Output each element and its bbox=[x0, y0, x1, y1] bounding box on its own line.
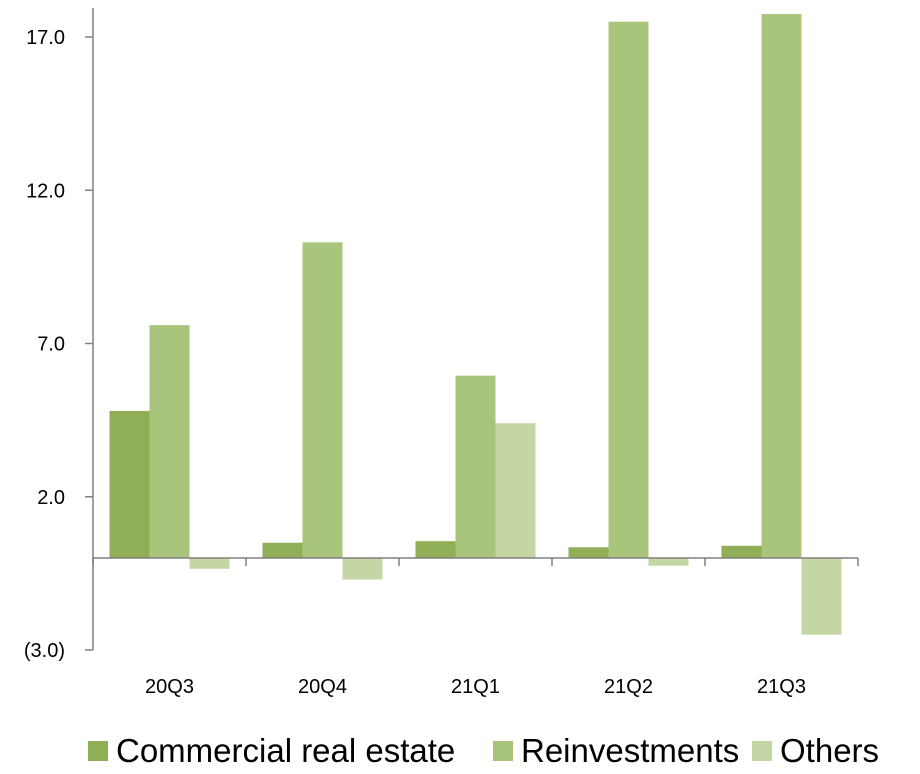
bar-others-21q1 bbox=[495, 423, 536, 559]
y-tick-label: 7.0 bbox=[37, 334, 65, 356]
legend-item-others: Others bbox=[752, 728, 879, 774]
bar-commercial-real-estate-20q3 bbox=[109, 410, 150, 559]
bar-others-21q2 bbox=[648, 558, 689, 566]
legend-swatch-commercial-real-estate bbox=[88, 741, 108, 761]
x-category-label: 21Q3 bbox=[757, 676, 806, 698]
x-category-label: 20Q3 bbox=[145, 676, 194, 698]
bar-reinvestments-20q3 bbox=[149, 325, 190, 559]
y-tick-label: (3.0) bbox=[24, 640, 65, 662]
bars bbox=[109, 14, 842, 635]
bar-reinvestments-21q3 bbox=[761, 14, 802, 559]
bar-commercial-real-estate-21q3 bbox=[721, 545, 762, 559]
x-category-label: 21Q1 bbox=[451, 676, 500, 698]
legend-label-reinvestments: Reinvestments bbox=[521, 732, 740, 769]
bar-reinvestments-20q4 bbox=[302, 242, 343, 559]
category-labels: 20Q3 20Q4 21Q1 21Q2 21Q3 bbox=[145, 676, 806, 698]
legend: Commercial real estate Reinvestments Oth… bbox=[0, 728, 920, 774]
bar-others-20q4 bbox=[342, 558, 383, 580]
legend-label-others: Others bbox=[780, 732, 880, 769]
bar-reinvestments-21q1 bbox=[455, 375, 496, 559]
legend-item-reinvestments: Reinvestments bbox=[493, 728, 739, 774]
y-tick-label: 2.0 bbox=[37, 487, 65, 509]
legend-item-commercial-real-estate: Commercial real estate bbox=[88, 728, 455, 774]
x-category-label: 20Q4 bbox=[298, 676, 347, 698]
y-axis: 17.0 12.0 7.0 2.0 (3.0) bbox=[24, 8, 94, 662]
legend-swatch-others bbox=[752, 741, 772, 761]
legend-label-commercial-real-estate: Commercial real estate bbox=[116, 732, 456, 769]
bar-commercial-real-estate-21q2 bbox=[568, 547, 609, 559]
bar-reinvestments-21q2 bbox=[608, 21, 649, 559]
bar-commercial-real-estate-21q1 bbox=[415, 541, 456, 559]
y-tick-label: 17.0 bbox=[26, 27, 65, 49]
bar-others-21q3 bbox=[801, 558, 842, 635]
bar-commercial-real-estate-20q4 bbox=[262, 542, 303, 559]
x-category-label: 21Q2 bbox=[604, 676, 653, 698]
legend-swatch-reinvestments bbox=[493, 741, 513, 761]
y-tick-label: 12.0 bbox=[26, 180, 65, 202]
x-axis bbox=[92, 557, 859, 567]
bar-others-20q3 bbox=[189, 558, 230, 569]
